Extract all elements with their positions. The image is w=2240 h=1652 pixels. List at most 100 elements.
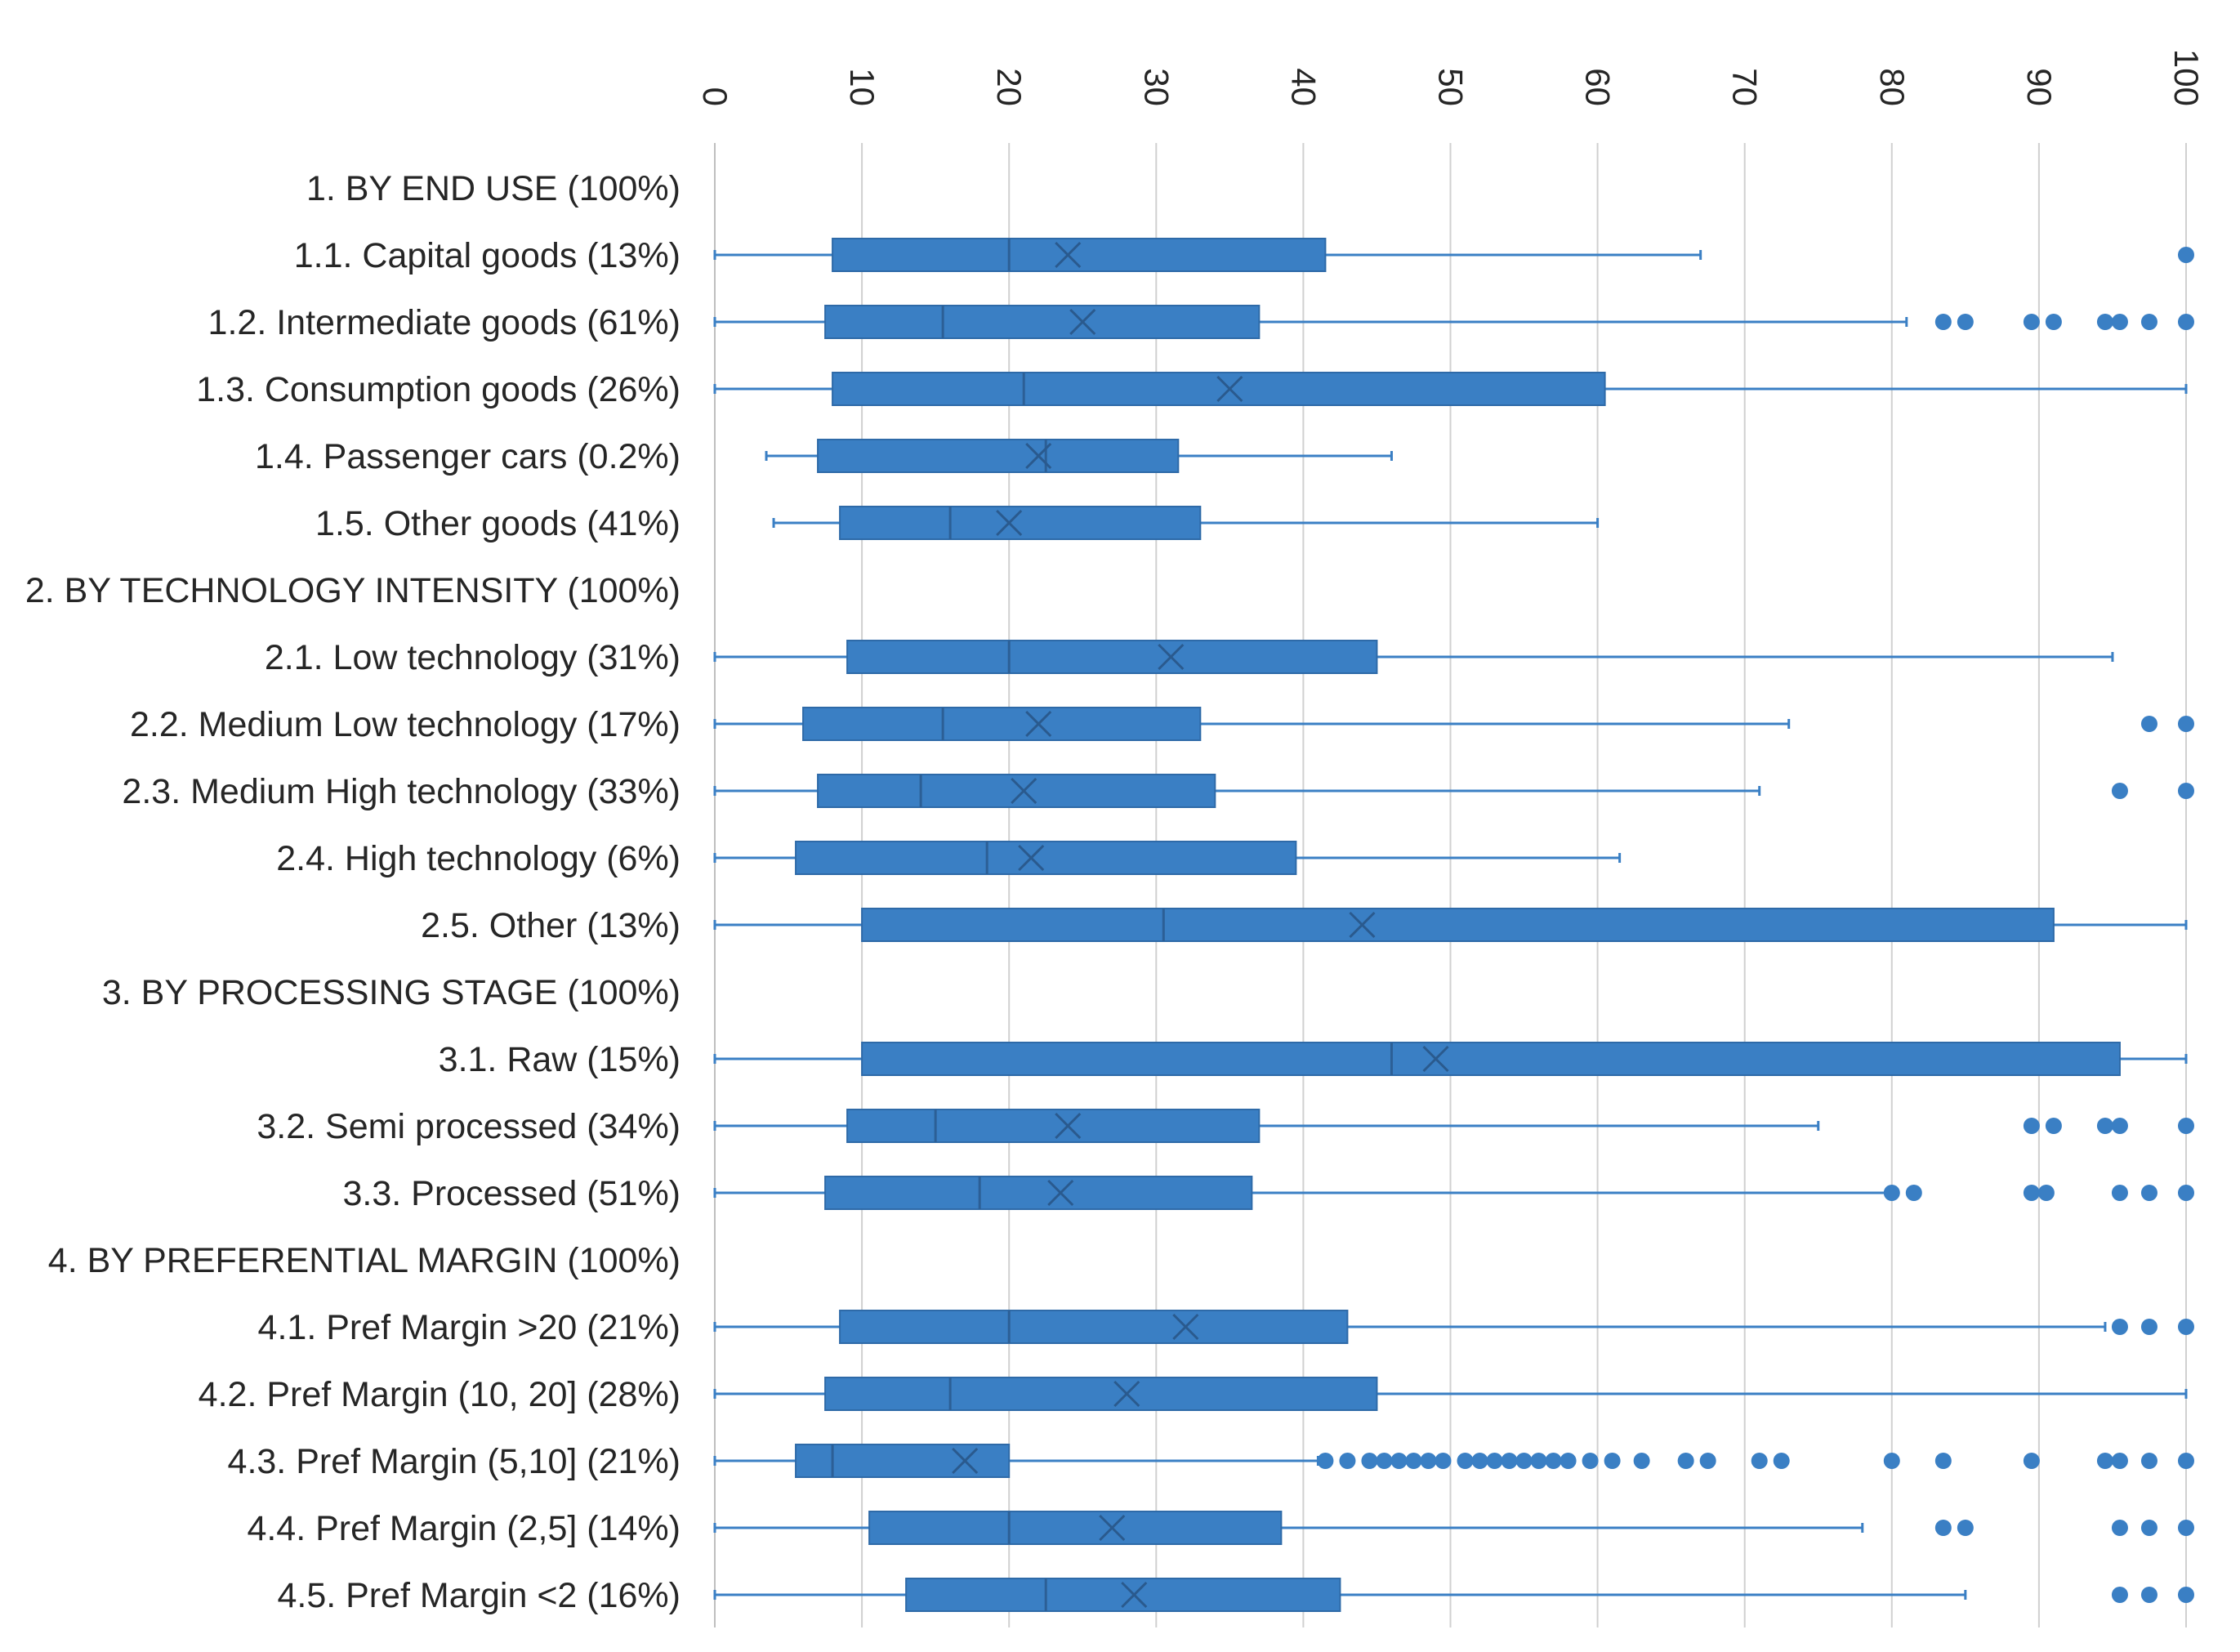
- box: [846, 640, 1378, 674]
- box-item: [713, 1578, 2194, 1612]
- x-tick-label: 70: [1726, 68, 1765, 106]
- category-label: 2.4. High technology (6%): [276, 839, 680, 878]
- outlier-point: [1471, 1453, 1488, 1469]
- category-label: 3.3. Processed (51%): [343, 1174, 680, 1213]
- outlier-point: [2111, 783, 2128, 799]
- outlier-point: [2178, 1587, 2194, 1603]
- box-item: [713, 1310, 2194, 1344]
- x-axis-ticks: 0 10 20 30 40 50 60 70 80 90 100: [696, 49, 2206, 106]
- outlier-point: [2096, 1453, 2113, 1469]
- box: [839, 1310, 1349, 1344]
- category-label: 2.5. Other (13%): [421, 906, 680, 945]
- outlier-point: [1405, 1453, 1422, 1469]
- category-label: 1.2. Intermediate goods (61%): [208, 303, 680, 342]
- group-header-label: 4. BY PREFERENTIAL MARGIN (100%): [48, 1241, 680, 1280]
- box-item: [713, 1511, 2194, 1545]
- mean-marker: [1349, 911, 1376, 939]
- outlier-point: [2096, 314, 2113, 330]
- box-item: [713, 305, 2194, 339]
- outlier-point: [1934, 1453, 1952, 1469]
- outlier-point: [2178, 1185, 2194, 1201]
- mean-marker: [1011, 777, 1037, 805]
- box: [817, 774, 1216, 808]
- outlier-point: [1457, 1453, 1474, 1469]
- category-label: 1.1. Capital goods (13%): [294, 236, 680, 275]
- box-item: [713, 372, 2188, 406]
- box: [795, 1444, 1011, 1478]
- mean-marker: [1422, 1045, 1449, 1073]
- outlier-point: [2111, 1319, 2128, 1335]
- outlier-point: [1501, 1453, 1518, 1469]
- outlier-point: [2023, 1453, 2040, 1469]
- outlier-point: [1339, 1453, 1356, 1469]
- x-tick-label: 0: [696, 87, 734, 106]
- outlier-point: [1934, 1520, 1952, 1536]
- outlier-point: [2140, 1185, 2157, 1201]
- box: [824, 1377, 1378, 1411]
- outlier-point: [2178, 783, 2194, 799]
- x-tick-label: 80: [1873, 68, 1912, 106]
- mean-marker: [1172, 1313, 1199, 1341]
- box-series: [713, 238, 2194, 1612]
- outlier-point: [1751, 1453, 1768, 1469]
- outlier-point: [2140, 1587, 2157, 1603]
- mean-marker: [1113, 1380, 1140, 1408]
- outlier-point: [2140, 1453, 2157, 1469]
- outlier-point: [2140, 716, 2157, 732]
- box: [861, 908, 2055, 942]
- outlier-point: [2111, 1185, 2128, 1201]
- box: [802, 707, 1202, 741]
- x-tick-label: 90: [2020, 68, 2059, 106]
- outlier-point: [2045, 314, 2062, 330]
- outlier-point: [2178, 716, 2194, 732]
- x-tick-label: 30: [1137, 68, 1176, 106]
- box: [846, 1109, 1261, 1143]
- outlier-point: [2023, 314, 2040, 330]
- category-label: 4.1. Pref Margin >20 (21%): [258, 1308, 680, 1347]
- box-item: [713, 640, 2114, 674]
- box-item: [713, 1042, 2188, 1076]
- category-label: 3.2. Semi processed (34%): [257, 1107, 680, 1146]
- category-label: 4.5. Pref Margin <2 (16%): [277, 1576, 680, 1615]
- box-item: [713, 908, 2188, 942]
- x-tick-label: 10: [843, 68, 881, 106]
- outlier-point: [1560, 1453, 1577, 1469]
- outlier-point: [1957, 314, 1974, 330]
- category-label: 1.5. Other goods (41%): [315, 504, 680, 543]
- outlier-point: [2140, 314, 2157, 330]
- x-tick-label: 100: [2167, 49, 2206, 106]
- outlier-point: [1633, 1453, 1650, 1469]
- box-item: [713, 707, 2194, 741]
- x-tick-label: 40: [1284, 68, 1323, 106]
- category-label: 2.1. Low technology (31%): [265, 638, 680, 677]
- box-item: [713, 1176, 2194, 1210]
- outlier-point: [2111, 1587, 2128, 1603]
- outlier-point: [2140, 1520, 2157, 1536]
- category-label: 4.3. Pref Margin (5,10] (21%): [228, 1442, 680, 1481]
- outlier-point: [1905, 1185, 1922, 1201]
- box: [795, 841, 1297, 875]
- outlier-point: [2023, 1185, 2040, 1201]
- x-tick-label: 50: [1432, 68, 1470, 106]
- mean-marker: [1158, 643, 1185, 671]
- outlier-point: [1515, 1453, 1533, 1469]
- outlier-point: [1545, 1453, 1562, 1469]
- outlier-point: [1773, 1453, 1790, 1469]
- mean-marker: [996, 509, 1023, 537]
- outlier-point: [1934, 314, 1952, 330]
- outlier-point: [2037, 1185, 2055, 1201]
- outlier-point: [2140, 1319, 2157, 1335]
- group-header-label: 2. BY TECHNOLOGY INTENSITY (100%): [25, 571, 680, 610]
- box-item: [772, 506, 1600, 540]
- outlier-point: [1883, 1185, 1900, 1201]
- box: [824, 1176, 1253, 1210]
- outlier-point: [2178, 1520, 2194, 1536]
- box-item: [713, 774, 2194, 808]
- outlier-point: [1677, 1453, 1694, 1469]
- outlier-point: [2111, 1118, 2128, 1134]
- category-label: 2.2. Medium Low technology (17%): [130, 705, 680, 744]
- category-label: 1.4. Passenger cars (0.2%): [255, 437, 680, 476]
- box-item: [713, 238, 2194, 272]
- box-item: [713, 1109, 2194, 1143]
